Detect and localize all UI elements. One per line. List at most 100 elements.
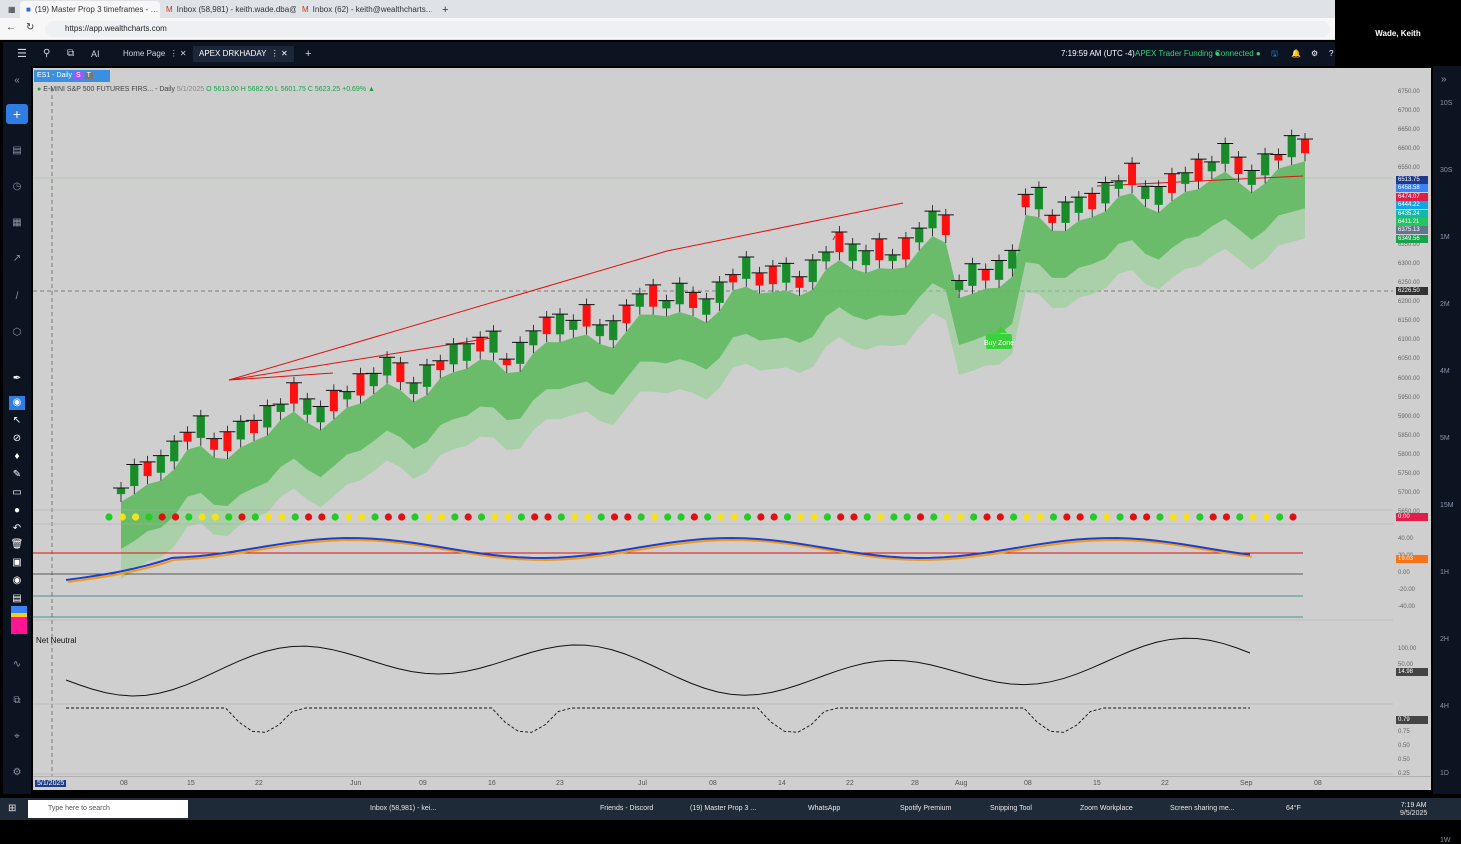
time-axis-label: Jul: [638, 780, 647, 787]
ruler-icon[interactable]: ▭: [12, 487, 22, 498]
timeframe-button[interactable]: 1M: [1440, 234, 1450, 241]
browser-menu-icon[interactable]: ▦: [8, 5, 16, 14]
candle-body: [582, 304, 591, 327]
timeframe-button[interactable]: 1H: [1440, 569, 1449, 576]
taskbar-app[interactable]: WhatsApp: [808, 805, 841, 812]
trend-icon[interactable]: ↗: [12, 253, 22, 264]
candle-body: [915, 227, 924, 243]
collapse-icon[interactable]: «: [14, 75, 20, 86]
pencil-icon[interactable]: ✎: [12, 469, 22, 480]
candle-body: [954, 280, 964, 291]
windows-start-icon[interactable]: ⊞: [8, 803, 17, 814]
search-icon[interactable]: ⚲: [43, 48, 51, 59]
signal-dot: [916, 513, 925, 521]
trendline: [228, 337, 492, 381]
signal-dot: [584, 513, 592, 521]
expand-icon[interactable]: »: [1441, 74, 1447, 85]
signal-dot: [664, 513, 672, 521]
add-button[interactable]: +: [6, 104, 28, 124]
net-axis-label: 100.00: [1398, 646, 1417, 652]
symbol-tag[interactable]: ES1 - Daily S T: [34, 70, 110, 82]
taskbar-app[interactable]: Zoom Workplace: [1080, 805, 1133, 812]
eye-icon[interactable]: ◉: [9, 396, 25, 410]
timeframe-button[interactable]: 10S: [1440, 100, 1453, 107]
calendar-icon[interactable]: ▦: [12, 217, 22, 228]
signal-dot: [743, 513, 752, 521]
browser-tab[interactable]: ■ (19) Master Prop 3 timeframes - … ✕: [20, 1, 160, 18]
new-tab-button[interactable]: +: [442, 3, 449, 16]
timeframe-button[interactable]: 4H: [1440, 703, 1449, 710]
candle-body: [1154, 186, 1163, 205]
layers-icon[interactable]: ⧉: [67, 48, 75, 59]
taskbar-app[interactable]: Screen sharing me...: [1170, 805, 1235, 812]
taskbar-app[interactable]: Snipping Tool: [990, 805, 1032, 812]
tab-apex-drkhaday[interactable]: APEX DRKHADAY ⋮ ✕: [193, 46, 294, 62]
tab-home-page[interactable]: Home Page ⋮ ✕: [123, 49, 187, 58]
chart-area[interactable]: Buy Zone: [33, 68, 1431, 790]
timeframe-button[interactable]: 1W: [1440, 837, 1451, 844]
pen-icon[interactable]: ✒: [12, 373, 22, 384]
lock-icon[interactable]: ▣: [12, 557, 22, 568]
candle-body: [1128, 163, 1137, 186]
chart-type-icon[interactable]: ▤: [12, 145, 22, 156]
back-icon[interactable]: ←: [6, 22, 16, 33]
tag-icon[interactable]: ♦: [14, 451, 20, 462]
clock-icon[interactable]: ◷: [12, 181, 22, 192]
target-icon[interactable]: ⌖: [14, 731, 20, 742]
hamburger-icon[interactable]: ☰: [17, 48, 27, 60]
candle-body: [555, 314, 565, 335]
line-tool-icon[interactable]: /: [15, 291, 19, 302]
timeframe-button[interactable]: 15M: [1440, 502, 1454, 509]
gear-icon[interactable]: ⚙: [1311, 49, 1319, 58]
cursor-icon[interactable]: ↖: [12, 415, 22, 426]
price-chart-svg[interactable]: Buy Zone: [33, 68, 1431, 790]
color-picker-icon[interactable]: [11, 606, 27, 634]
wave-icon[interactable]: ∿: [12, 659, 22, 670]
timeframe-button[interactable]: 5M: [1440, 435, 1450, 442]
signal-dot: [171, 513, 180, 521]
timeframe-button[interactable]: 2M: [1440, 301, 1450, 308]
signal-dot: [903, 513, 911, 521]
hide-icon[interactable]: ⊘: [12, 433, 22, 444]
browser-tab[interactable]: M Inbox (62) - keith@wealthcharts.… ✕: [296, 1, 432, 18]
url-input[interactable]: https://app.wealthcharts.com: [45, 21, 1330, 37]
alert-bell-icon[interactable]: 🔔: [1291, 49, 1301, 58]
signal-dot: [384, 513, 392, 521]
add-tab-button[interactable]: +: [305, 48, 312, 60]
ai-icon[interactable]: AI: [91, 49, 100, 59]
settings-wheel-icon[interactable]: ⚙: [12, 767, 22, 778]
help-icon[interactable]: ?: [1329, 49, 1334, 58]
candle-body: [821, 251, 831, 262]
dot-icon[interactable]: ●: [13, 505, 21, 516]
buy-zone-label: Buy Zone: [984, 340, 1014, 347]
taskbar-app[interactable]: Friends - Discord: [600, 805, 654, 812]
candle-body: [649, 284, 658, 307]
signal-dot: [730, 513, 738, 521]
timeframe-button[interactable]: 1D: [1440, 770, 1449, 777]
signal-dot: [797, 513, 805, 521]
clipboard-icon[interactable]: ▤: [12, 593, 22, 604]
save-icon[interactable]: 🖫: [1271, 49, 1278, 58]
copy-icon[interactable]: ⧉: [13, 695, 21, 706]
browser-tab[interactable]: M Inbox (58,981) - keith.wade.dba@… ✕: [160, 1, 296, 18]
timeframe-button[interactable]: 30S: [1440, 167, 1453, 174]
candle-body: [675, 283, 684, 305]
taskbar-app[interactable]: Inbox (58,981) - kei...: [370, 805, 437, 812]
taskbar-search[interactable]: Type here to search: [28, 800, 188, 818]
undo-icon[interactable]: ↶: [12, 523, 22, 534]
signal-dot: [1116, 513, 1124, 521]
camera-icon[interactable]: ◉: [12, 575, 22, 586]
taskbar-app[interactable]: Spotify Premium: [900, 805, 952, 812]
reload-icon[interactable]: ↻: [26, 22, 35, 33]
candle-body: [1221, 143, 1230, 164]
candle-body: [1088, 193, 1097, 210]
signal-dot: [304, 513, 313, 521]
timeframe-button[interactable]: 2H: [1440, 636, 1449, 643]
trash-icon[interactable]: 🗑: [10, 539, 24, 550]
shape-tool-icon[interactable]: ⬡: [12, 327, 22, 338]
candle-body: [263, 405, 272, 428]
taskbar-app[interactable]: (19) Master Prop 3 ...: [690, 805, 757, 812]
bottom-value: 0.79: [1396, 716, 1428, 724]
open-value: O 5613.00: [206, 86, 239, 93]
timeframe-button[interactable]: 4M: [1440, 368, 1450, 375]
